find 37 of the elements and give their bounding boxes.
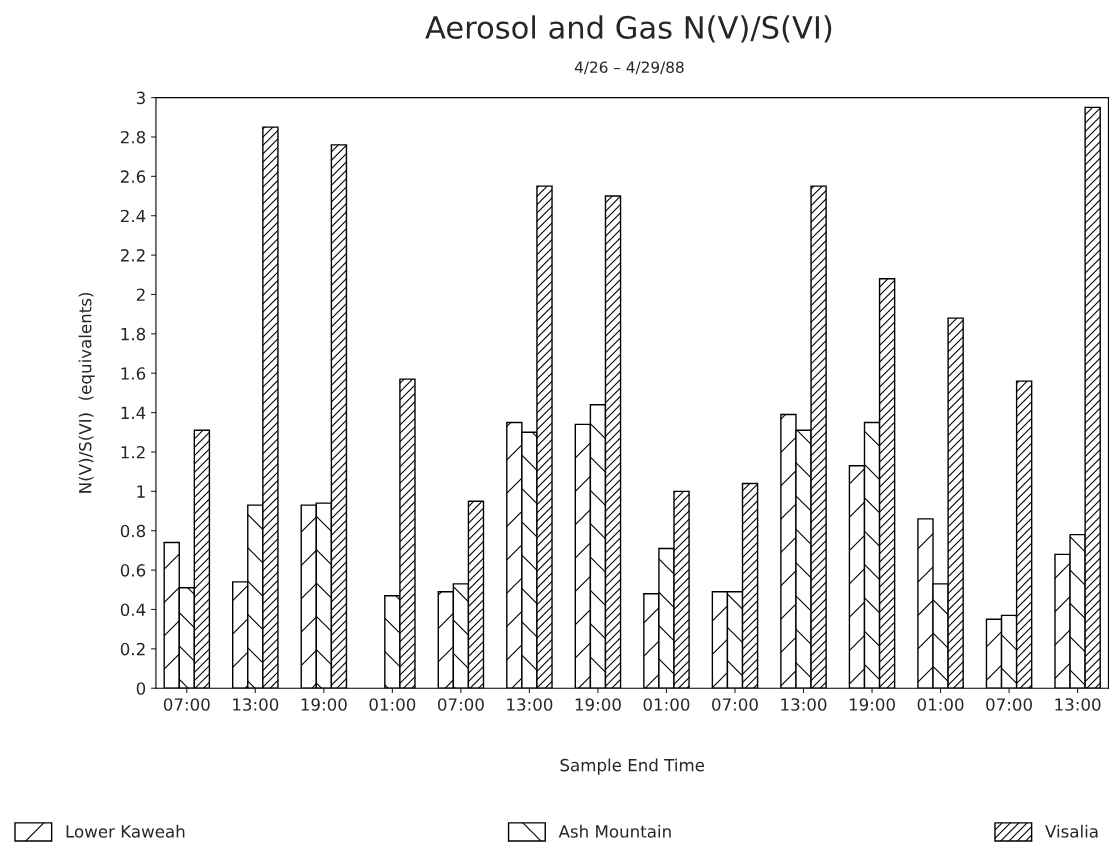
x-tick-label: 19:00: [301, 698, 347, 711]
x-tick-label: 13:00: [233, 698, 279, 711]
y-tick-label: 0.8: [120, 524, 146, 538]
x-tick-label: 01:00: [369, 698, 416, 711]
legend-label: Ash Mountain: [558, 824, 671, 838]
y-tick-label: 1.6: [121, 367, 146, 380]
y-tick-label: 1.2: [121, 445, 145, 459]
x-tick-label: 19:00: [849, 698, 895, 711]
x-tick-label: 13:00: [507, 698, 553, 711]
x-tick-label: 13:00: [1055, 698, 1101, 711]
y-tick-label: 1: [137, 485, 145, 498]
chart-title: Aerosol and Gas N(V)/S(VI): [425, 15, 832, 43]
x-tick-label: 07:00: [986, 698, 1032, 711]
x-tick-label: 07:00: [437, 698, 484, 711]
y-tick-label: 0.2: [120, 642, 145, 656]
y-tick-label: 0.6: [120, 564, 146, 577]
y-tick-label: 2.2: [120, 249, 145, 262]
y-tick-label: 0: [136, 682, 146, 695]
y-tick-label: 1.4: [121, 406, 146, 419]
y-tick-label: 2.4: [120, 209, 146, 223]
chart-subtitle: 4/26 – 4/29/88: [574, 61, 684, 75]
x-tick-label: 01:00: [643, 698, 690, 711]
legend-label: Lower Kaweah: [66, 824, 185, 838]
x-tick-label: 01:00: [917, 698, 964, 711]
x-tick-label: 07:00: [712, 698, 758, 711]
y-tick-label: 2.8: [120, 130, 146, 144]
y-tick-label: 0.4: [120, 603, 146, 617]
x-tick-label: 13:00: [781, 698, 827, 711]
y-tick-label: 1.8: [121, 327, 146, 341]
y-tick-label: 3: [136, 91, 145, 105]
y-tick-label: 2.6: [120, 170, 146, 183]
legend-label: Visalia: [1045, 824, 1098, 838]
y-axis-title: N(V)/S(VI) (equivalents): [78, 292, 95, 493]
x-tick-label: 19:00: [575, 698, 621, 711]
y-tick-label: 2: [136, 288, 145, 301]
x-axis-title: Sample End Time: [560, 758, 705, 775]
x-tick-label: 07:00: [163, 698, 210, 711]
